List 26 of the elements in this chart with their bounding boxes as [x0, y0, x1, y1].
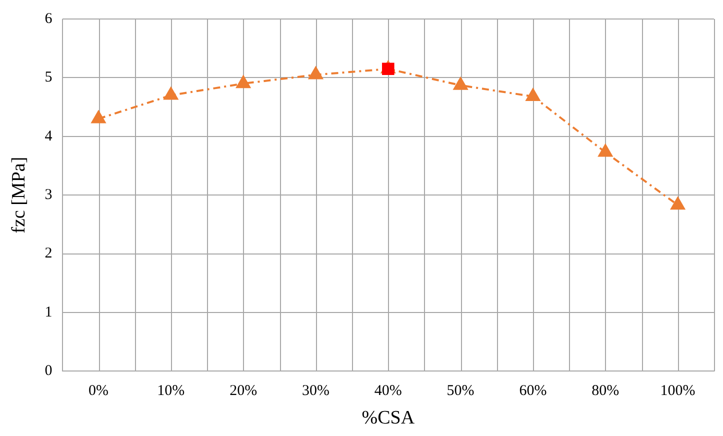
point [670, 197, 685, 210]
x-tick-label: 100% [660, 383, 696, 400]
x-tick-label: 40% [374, 383, 402, 400]
point [598, 144, 612, 157]
point [91, 110, 106, 124]
point [526, 88, 540, 101]
y-tick-label: 4 [44, 128, 53, 144]
y-tick-label: 3 [44, 187, 52, 204]
x-tick-label: 20% [230, 383, 258, 400]
x-tick-label: 0% [88, 383, 109, 400]
x-tick-label: 60% [519, 383, 547, 400]
point [236, 76, 250, 88]
x-axis-title: %CSA [362, 408, 415, 429]
y-tick-label: 0 [44, 363, 52, 380]
y-tick-label: 2 [44, 246, 52, 262]
x-tick-label: 50% [446, 383, 474, 400]
point [308, 66, 323, 80]
point [454, 77, 468, 90]
point [164, 87, 178, 100]
y-axis-title: fzc [MPa] [8, 156, 30, 234]
x-tick-label: 30% [302, 383, 330, 400]
x-tick-label: 80% [592, 383, 620, 400]
y-tick-label: 5 [44, 70, 52, 86]
y-tick-label: 1 [44, 304, 52, 320]
y-tick-label: 6 [44, 10, 53, 27]
x-tick-label: 10% [157, 383, 185, 400]
